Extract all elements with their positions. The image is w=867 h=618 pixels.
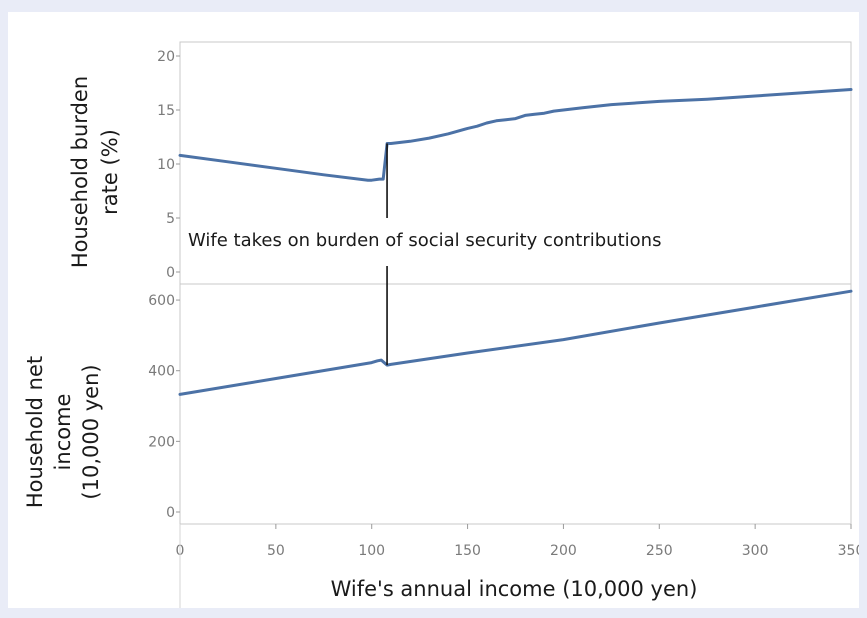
top-y-tick-label: 5 bbox=[166, 211, 175, 227]
bottom-y-axis-title: Household net income (10,000 yen) bbox=[23, 356, 103, 508]
top-y-tick-label: 15 bbox=[157, 103, 175, 119]
bottom-panel: 0200400600050100150200250300350 bbox=[148, 283, 859, 608]
x-tick-label: 50 bbox=[267, 543, 285, 559]
x-tick-label: 100 bbox=[358, 543, 385, 559]
top-y-tick-label: 10 bbox=[157, 157, 175, 173]
bottom-ylabel-line: (10,000 yen) bbox=[79, 364, 103, 499]
x-tick-label: 300 bbox=[742, 543, 769, 559]
top-ylabel-line: rate (%) bbox=[98, 129, 122, 215]
x-axis-title: Wife's annual income (10,000 yen) bbox=[331, 577, 698, 601]
top-ylabel-text: Household burden rate (%) bbox=[68, 76, 122, 268]
x-tick-label: 250 bbox=[646, 543, 673, 559]
bottom-y-tick-label: 200 bbox=[148, 434, 175, 450]
bottom-ylabel-line: income bbox=[51, 394, 75, 471]
bottom-y-tick-label: 600 bbox=[148, 293, 175, 309]
x-tick-label: 200 bbox=[550, 543, 577, 559]
bottom-y-tick-label: 400 bbox=[148, 364, 175, 380]
bottom-y-tick-label: 0 bbox=[166, 505, 175, 521]
top-y-axis-title: Household burden rate (%) bbox=[68, 76, 122, 268]
bottom-ylabel-line: Household net bbox=[23, 356, 47, 508]
top-series-line bbox=[178, 88, 853, 182]
bottom-series-line bbox=[178, 289, 853, 396]
annotation-text: Wife takes on burden of social security … bbox=[188, 230, 661, 251]
x-tick-label: 150 bbox=[454, 543, 481, 559]
bottom-ylabel-text: Household net income (10,000 yen) bbox=[23, 356, 103, 508]
top-y-tick-label: 0 bbox=[166, 265, 175, 281]
x-tick-label: 350 bbox=[838, 543, 859, 559]
bottom-plot-frame bbox=[179, 283, 852, 525]
top-ylabel-line: Household burden bbox=[68, 76, 92, 268]
top-y-tick-label: 20 bbox=[157, 49, 175, 65]
